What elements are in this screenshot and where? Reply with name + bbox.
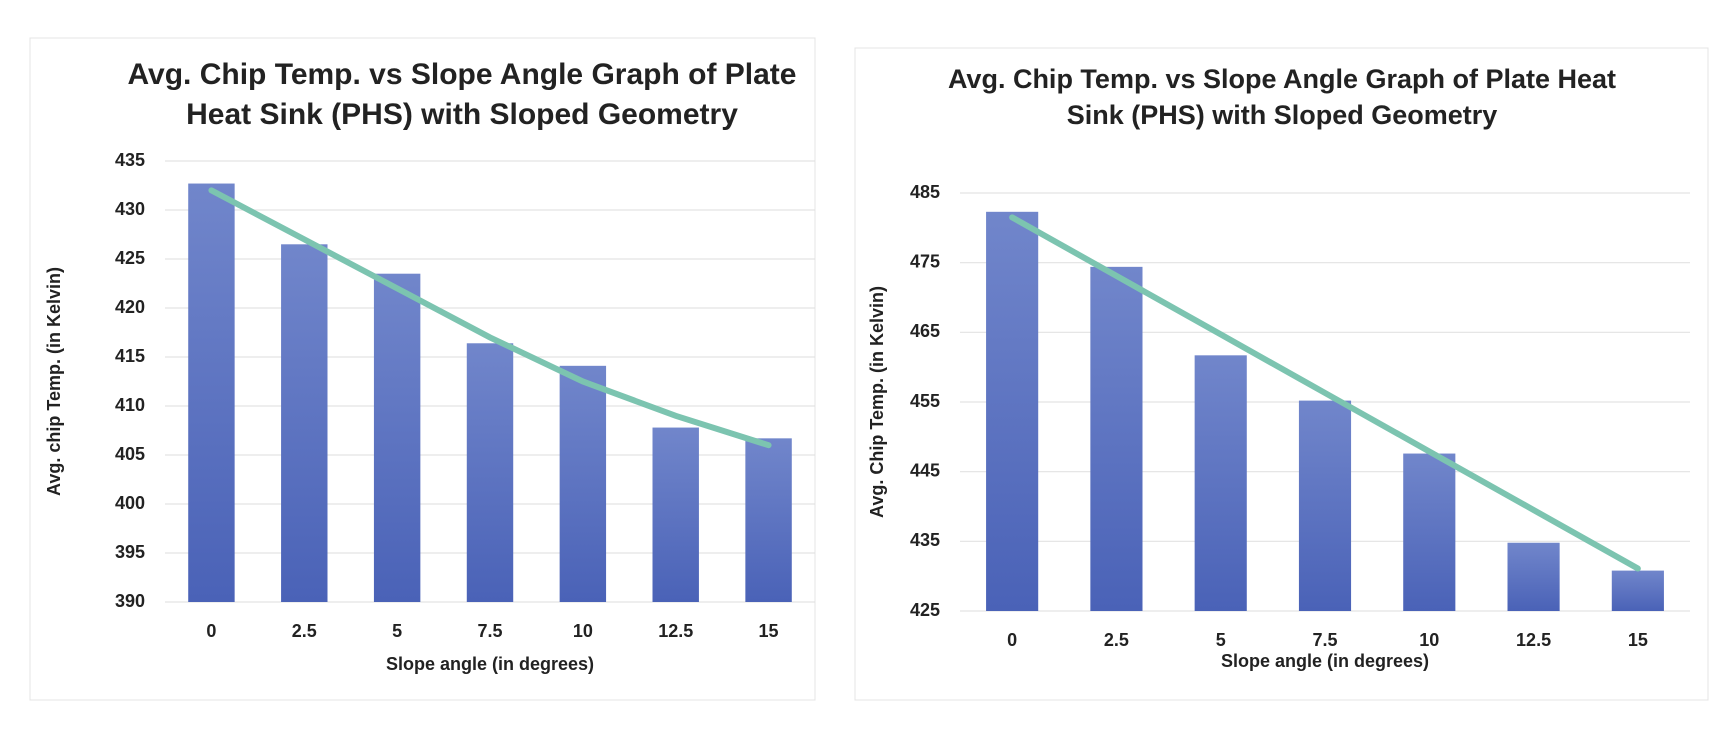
x-axis-label: Slope angle (in degrees) [386,654,594,674]
x-tick-label: 0 [206,621,216,641]
y-tick-label: 430 [115,199,145,219]
chart-title: Heat Sink (PHS) with Sloped Geometry [186,98,738,131]
y-axis-label: Avg. Chip Temp. (in Kelvin) [867,286,887,518]
y-tick-label: 415 [115,346,145,366]
bar [466,343,514,602]
bar [652,427,699,602]
y-tick-label: 400 [115,493,145,513]
trendline [1009,214,1641,572]
x-tick-label: 15 [759,621,779,641]
chart-title: Avg. Chip Temp. vs Slope Angle Graph of … [948,64,1616,94]
y-tick-label: 420 [115,297,145,317]
y-tick-label: 395 [115,542,145,562]
y-tick-label: 405 [115,444,145,464]
chart-title: Sink (PHS) with Sloped Geometry [1067,100,1498,130]
x-tick-label: 5 [1216,630,1226,650]
x-tick-label: 0 [1007,630,1017,650]
y-tick-label: 425 [115,248,145,268]
x-tick-label: 12.5 [1516,630,1551,650]
bar [745,438,792,602]
x-tick-label: 10 [1419,630,1439,650]
y-axis-label: Avg. chip Temp. (in Kelvin) [44,267,64,496]
x-tick-label: 2.5 [292,621,317,641]
y-tick-label: 485 [910,182,940,202]
x-tick-label: 5 [392,621,402,641]
y-tick-label: 445 [910,460,940,480]
y-tick-label: 410 [115,395,145,415]
bar [1403,453,1456,611]
y-tick-label: 435 [910,530,940,550]
y-tick-label: 425 [910,600,940,620]
x-tick-label: 12.5 [658,621,693,641]
x-tick-label: 10 [573,621,593,641]
chart-frame [854,47,1709,701]
bar [1298,400,1352,611]
y-tick-label: 390 [115,591,145,611]
x-axis-label: Slope angle (in degrees) [1221,651,1429,671]
y-tick-label: 455 [910,391,940,411]
y-tick-label: 435 [115,150,145,170]
bar [281,244,328,603]
bar [1611,570,1664,611]
y-tick-label: 465 [910,321,940,341]
x-tick-label: 7.5 [477,621,502,641]
bar [986,211,1039,611]
bar [1194,355,1247,611]
bar [559,365,607,602]
x-tick-label: 2.5 [1104,630,1129,650]
bar [188,183,235,603]
x-tick-label: 7.5 [1312,630,1337,650]
chart-title: Avg. Chip Temp. vs Slope Angle Graph of … [128,58,797,91]
bar [1507,542,1560,611]
bar [373,273,421,602]
bar [1090,266,1143,611]
x-tick-label: 15 [1628,630,1648,650]
y-tick-label: 475 [910,251,940,271]
trendline [208,187,772,449]
